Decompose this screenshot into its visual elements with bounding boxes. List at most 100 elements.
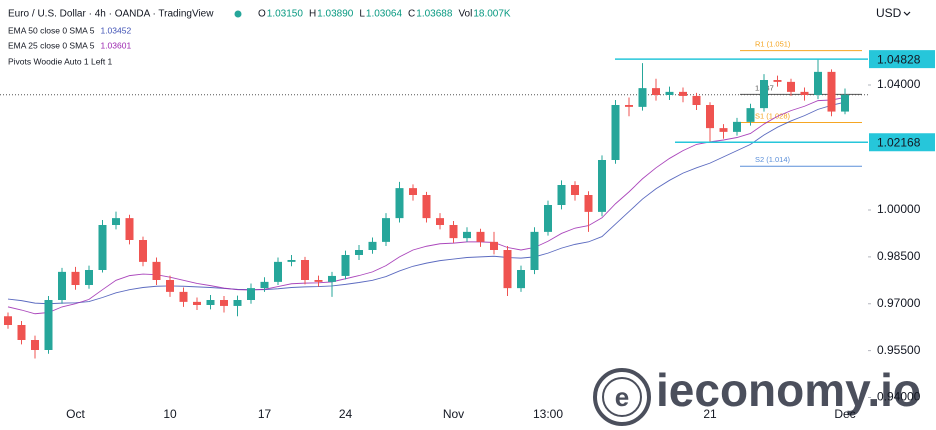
ema-line xyxy=(7,101,846,305)
y-tick-label: 0.95500 xyxy=(877,343,921,357)
candle-body xyxy=(314,280,323,282)
watermark-logo-letter: e xyxy=(615,382,629,412)
candle-body xyxy=(436,218,444,225)
ohlc-key: O xyxy=(258,9,266,20)
candle-body xyxy=(773,80,782,82)
candle-body xyxy=(679,91,687,96)
candle-body xyxy=(692,95,701,105)
y-tick-label: 1.00000 xyxy=(877,202,921,216)
candle-body xyxy=(179,291,188,302)
candle-body xyxy=(449,225,458,239)
candle-body xyxy=(328,275,336,282)
candle-body xyxy=(598,160,606,212)
x-tick-label: 17 xyxy=(258,407,272,421)
candle-body xyxy=(517,270,525,289)
candle-body xyxy=(476,231,485,242)
candle-body xyxy=(422,195,431,219)
candle-body xyxy=(638,88,647,107)
level-box xyxy=(869,50,935,69)
candle-body xyxy=(44,300,53,350)
ohlc-value: 1.03150 xyxy=(267,9,304,20)
ohlc-key: C xyxy=(408,9,415,20)
ohlc-value: 1.03064 xyxy=(366,9,403,20)
y-tick-label: 0.98500 xyxy=(877,249,921,263)
candle-body xyxy=(760,80,768,109)
candle-body xyxy=(490,241,498,250)
candle-body xyxy=(301,260,309,280)
candle-body xyxy=(274,261,282,282)
candle-body xyxy=(665,91,674,95)
x-tick-label: 10 xyxy=(163,407,177,421)
candle-body xyxy=(611,105,620,160)
pivot-label: S1 (1.028) xyxy=(755,111,791,120)
x-tick-label: 13:00 xyxy=(533,407,563,421)
ohlc-key: Vol xyxy=(458,9,472,20)
candle-body xyxy=(17,325,26,340)
market-status xyxy=(234,10,242,18)
candle-body xyxy=(557,185,566,205)
candle-body xyxy=(544,205,552,232)
candle-body xyxy=(193,301,201,305)
candle-body xyxy=(368,241,377,250)
candle-body xyxy=(71,271,80,285)
candle-body xyxy=(287,260,296,262)
candle-body xyxy=(733,121,741,132)
x-tick-label: Oct xyxy=(66,407,85,421)
candle-body xyxy=(814,71,822,95)
candle-body xyxy=(463,231,471,239)
candle-body xyxy=(584,195,593,212)
candle-body xyxy=(58,271,66,300)
y-tick-label: 1.04000 xyxy=(877,77,921,91)
candle-body xyxy=(382,218,390,242)
candle-body xyxy=(800,91,809,95)
candle-body xyxy=(827,71,836,112)
indicator-label: Pivots Woodie Auto 1 Left 1 xyxy=(8,56,113,66)
currency-dropdown[interactable] xyxy=(903,11,911,16)
watermark-text: ieconomy.io xyxy=(656,364,921,416)
ohlc-value: 1.03890 xyxy=(317,9,354,20)
candle-body xyxy=(112,218,120,225)
watermark: e ieconomy.io xyxy=(593,364,921,426)
ohlc-value: 1.03688 xyxy=(416,9,453,20)
candle-body xyxy=(139,240,147,262)
candle-body xyxy=(98,225,107,270)
y-tick-label: 0.97000 xyxy=(877,296,921,310)
watermark-logo-ring xyxy=(602,377,642,417)
indicator-value: 1.03452 xyxy=(100,25,131,35)
candle-body xyxy=(220,300,228,306)
candle-body xyxy=(746,108,755,122)
candle-body xyxy=(409,188,417,195)
indicator-label: EMA 25 close 0 SMA 5 xyxy=(8,40,95,50)
x-tick-label: Nov xyxy=(443,407,464,421)
symbol-title: Euro / U.S. Dollar · 4h · OANDA · Tradin… xyxy=(8,9,214,20)
candle-body xyxy=(233,300,242,306)
candle-body xyxy=(85,270,93,285)
candle-body xyxy=(125,218,134,240)
x-tick-label: Dec xyxy=(834,407,855,421)
indicator-value: 1.03601 xyxy=(100,40,131,50)
candle-body xyxy=(4,316,12,325)
plot-area: R1 (1.051)1.037S1 (1.028)S2 (1.014) xyxy=(0,40,868,359)
level-label: 1.04828 xyxy=(877,52,921,66)
indicator-label: EMA 50 close 0 SMA 5 xyxy=(8,25,95,35)
candle-body xyxy=(260,281,269,289)
candle-body xyxy=(166,280,174,292)
candle-body xyxy=(31,340,39,350)
candle-body xyxy=(530,231,539,270)
x-tick-label: 21 xyxy=(703,407,717,421)
candle-body xyxy=(787,81,795,92)
ohlc-key: H xyxy=(309,9,316,20)
watermark-logo xyxy=(593,368,651,426)
candle-body xyxy=(247,288,255,300)
ohlc-key: L xyxy=(359,9,365,20)
candle-body xyxy=(395,188,404,219)
currency[interactable]: USD xyxy=(876,6,902,20)
level-label: 1.02168 xyxy=(877,135,921,149)
candle-body xyxy=(152,261,161,280)
level-box xyxy=(869,133,935,152)
candle-body xyxy=(206,300,215,305)
pivot-label: R1 (1.051) xyxy=(755,40,791,49)
candle-body xyxy=(355,250,363,255)
candle-body xyxy=(571,185,579,195)
